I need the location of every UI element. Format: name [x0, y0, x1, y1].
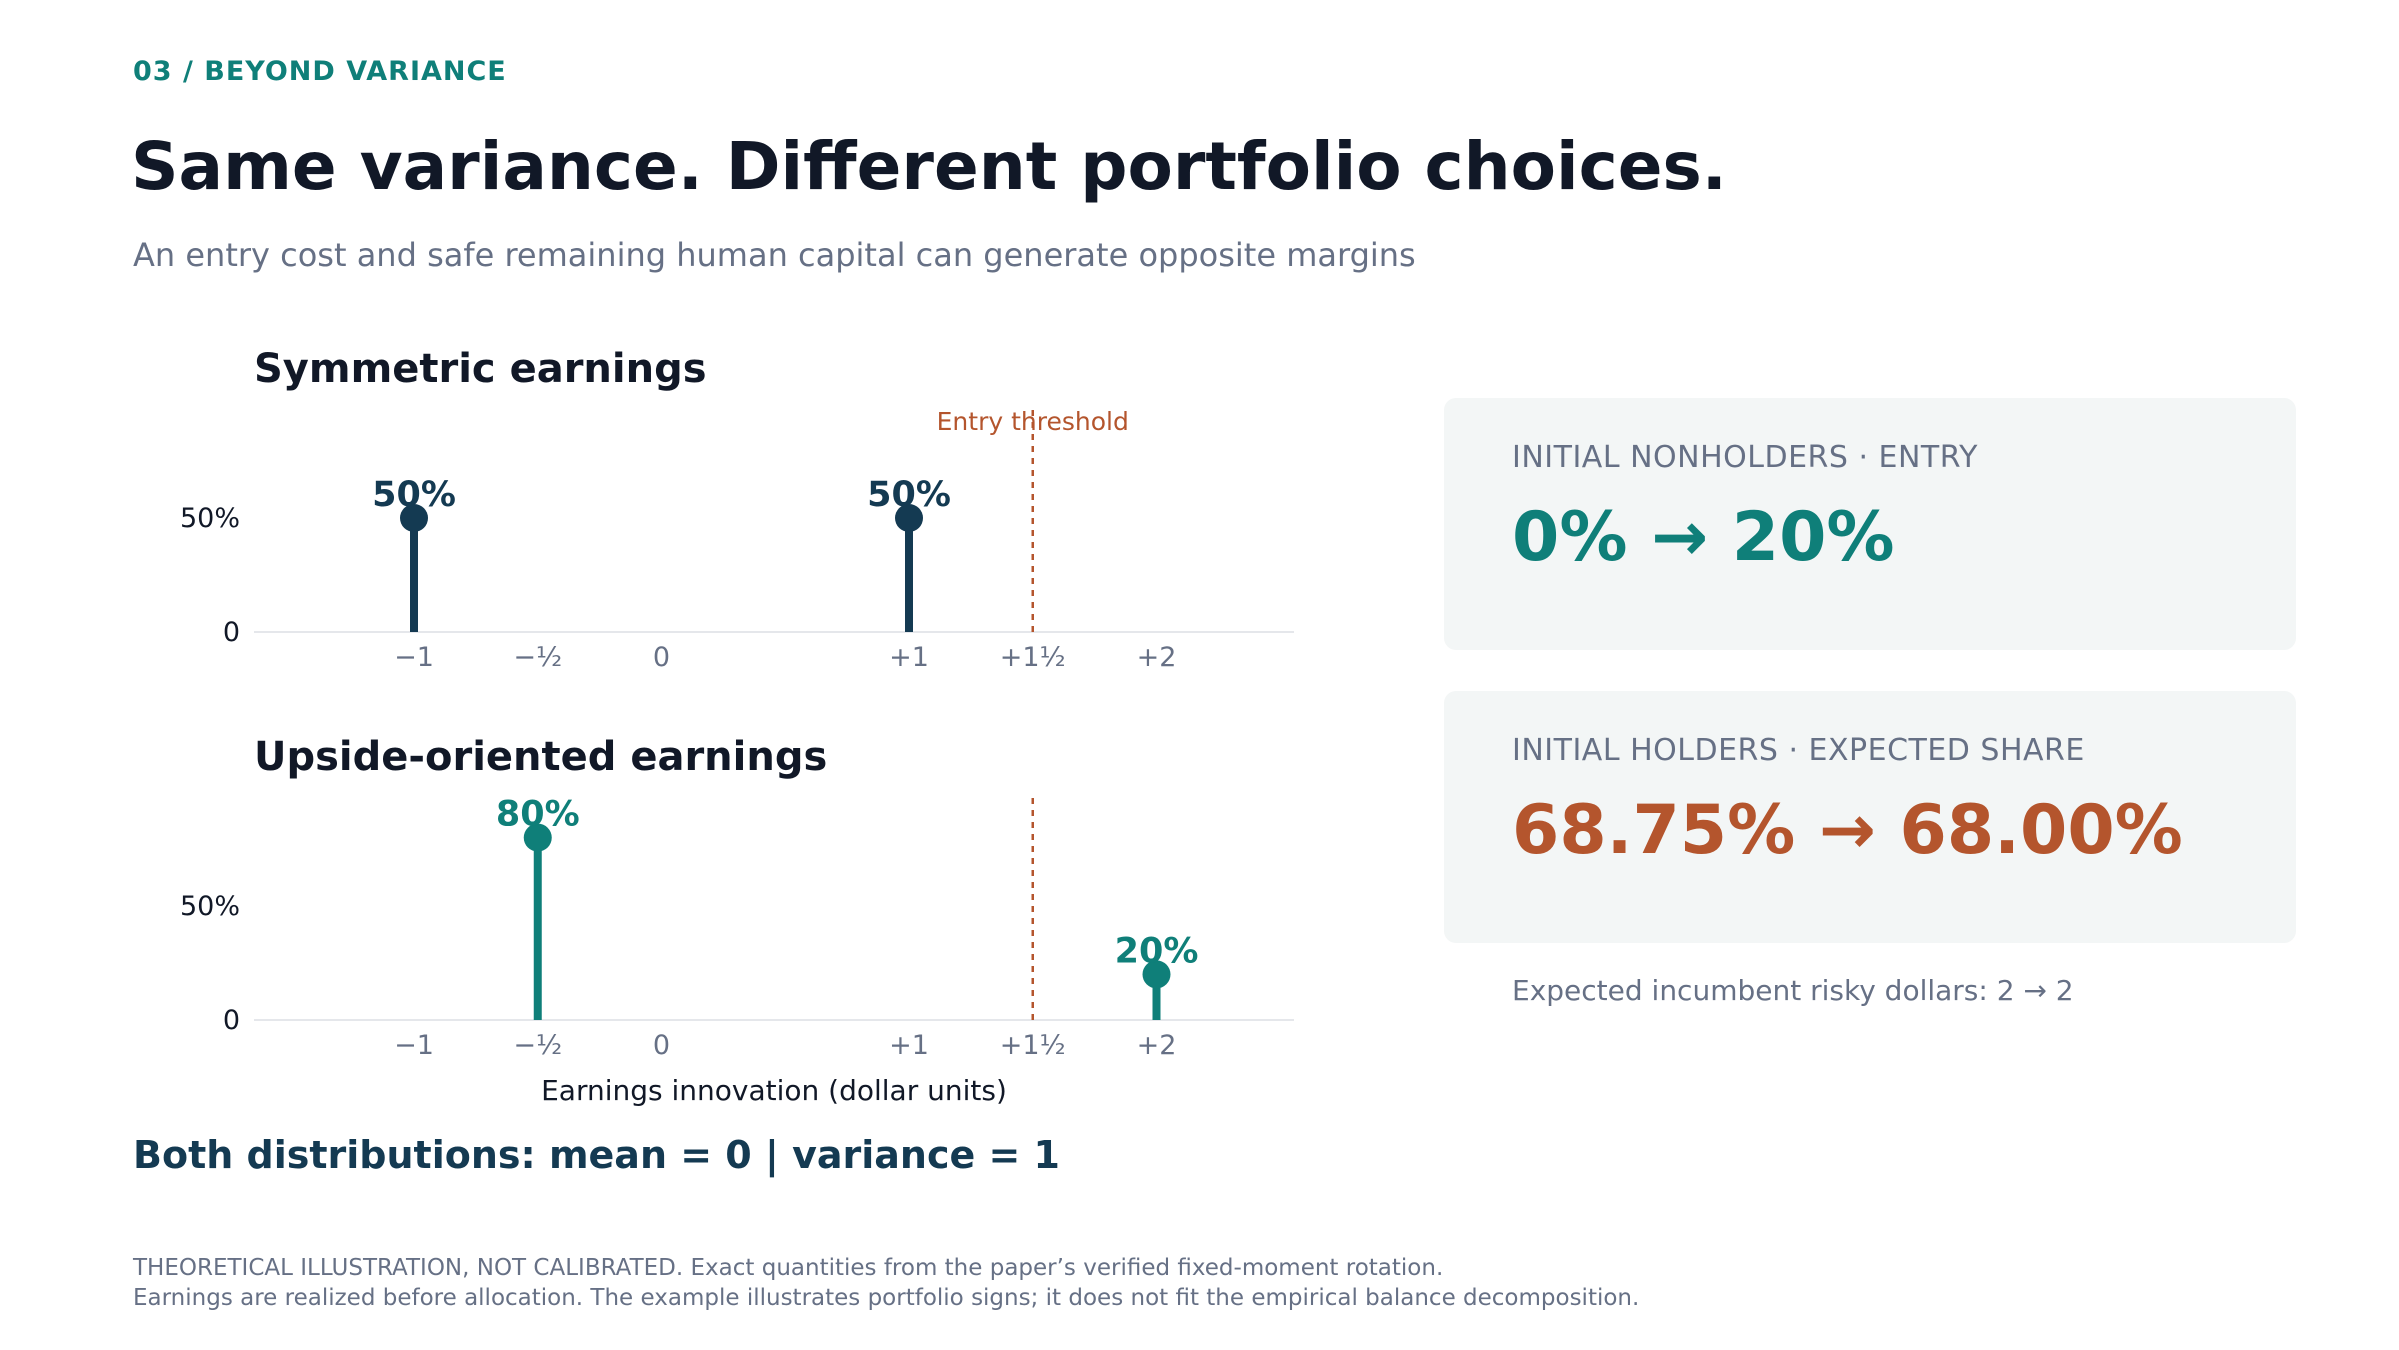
data-label: 50%	[372, 475, 456, 515]
x-tick-label: +2	[1137, 642, 1177, 673]
x-tick-label: +1	[889, 642, 929, 673]
x-axis-label: Earnings innovation (dollar units)	[541, 1074, 1007, 1107]
y-tick-label: 0	[223, 1005, 240, 1036]
x-tick-label: +1	[889, 1030, 929, 1061]
y-tick-label: 0	[223, 617, 240, 648]
x-tick-label: −1	[394, 642, 434, 673]
symmetric-earnings-chart: 0 50% −1 −½ 0 +1 +1½ +2 Entry threshold 50% 50%	[180, 407, 1294, 673]
card-label: INITIAL NONHOLDERS · ENTRY	[1512, 440, 1978, 475]
x-tick-label: 0	[653, 1030, 670, 1061]
card-label: INITIAL HOLDERS · EXPECTED SHARE	[1512, 733, 2085, 768]
distribution-summary: Both distributions: mean = 0 | variance …	[133, 1133, 1060, 1177]
stem-point	[523, 823, 552, 852]
section-kicker: 03 / BEYOND VARIANCE	[133, 56, 507, 87]
card-value: 68.75% → 68.00%	[1512, 791, 2183, 870]
data-label: 80%	[496, 795, 580, 835]
nonholders-entry-card: INITIAL NONHOLDERS · ENTRY 0% → 20%	[1444, 398, 2296, 650]
stem-point	[1142, 960, 1171, 989]
data-label: 20%	[1115, 931, 1199, 971]
y-tick-label: 50%	[180, 503, 240, 534]
x-tick-label: −1	[394, 1030, 434, 1061]
y-tick-label: 50%	[180, 891, 240, 922]
card-value: 0% → 20%	[1512, 498, 1895, 577]
x-tick-label: +1½	[1000, 1030, 1066, 1061]
x-tick-label: +2	[1137, 1030, 1177, 1061]
footnote-line-2: Earnings are realized before allocation.…	[133, 1285, 1640, 1311]
incumbent-note: Expected incumbent risky dollars: 2 → 2	[1512, 974, 2074, 1007]
upside-earnings-chart: 0 50% −1 −½ 0 +1 +1½ +2 80% 20% Earnings innovatio…	[180, 795, 1294, 1107]
holders-share-card: INITIAL HOLDERS · EXPECTED SHARE 68.75% …	[1444, 691, 2296, 943]
chart-title-symmetric: Symmetric earnings	[254, 346, 707, 392]
footnote-line-1: THEORETICAL ILLUSTRATION, NOT CALIBRATED…	[133, 1255, 1444, 1281]
stem-point	[400, 504, 428, 532]
data-label: 50%	[867, 475, 951, 515]
x-tick-label: 0	[653, 642, 670, 673]
stem-point	[895, 504, 923, 532]
chart-title-upside: Upside-oriented earnings	[254, 734, 828, 780]
x-tick-label: −½	[513, 1030, 562, 1061]
x-tick-label: +1½	[1000, 642, 1066, 673]
page-title: Same variance. Different portfolio choic…	[131, 128, 1727, 205]
page-subtitle: An entry cost and safe remaining human c…	[133, 236, 1416, 274]
x-tick-label: −½	[513, 642, 562, 673]
entry-threshold-label: Entry threshold	[937, 407, 1129, 436]
